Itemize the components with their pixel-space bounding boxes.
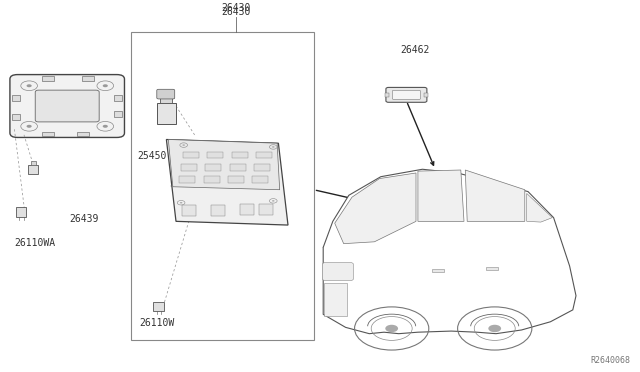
Text: R2640068: R2640068: [590, 356, 630, 365]
Bar: [211, 205, 225, 216]
Bar: [31, 161, 36, 165]
Polygon shape: [168, 140, 280, 190]
FancyBboxPatch shape: [157, 89, 175, 99]
Bar: [114, 111, 122, 117]
Text: 25450: 25450: [138, 151, 167, 161]
Bar: [179, 176, 195, 183]
Bar: [385, 93, 389, 97]
Circle shape: [182, 144, 185, 146]
Text: 26462: 26462: [400, 45, 429, 55]
Polygon shape: [465, 170, 525, 221]
Bar: [254, 164, 270, 171]
Polygon shape: [323, 169, 576, 334]
Bar: [230, 164, 246, 171]
Bar: [432, 269, 444, 272]
Bar: [183, 152, 199, 158]
Bar: [182, 205, 196, 216]
FancyBboxPatch shape: [10, 75, 124, 137]
Circle shape: [27, 125, 31, 128]
Bar: [153, 302, 164, 311]
FancyBboxPatch shape: [35, 90, 99, 122]
Circle shape: [102, 125, 108, 128]
Text: 26110WA: 26110WA: [14, 238, 55, 248]
Circle shape: [488, 325, 501, 332]
Polygon shape: [527, 193, 552, 222]
Bar: [256, 152, 272, 158]
FancyBboxPatch shape: [386, 87, 427, 102]
Circle shape: [272, 200, 275, 202]
Bar: [131, 32, 314, 340]
Bar: [82, 76, 93, 80]
Text: 26430: 26430: [221, 7, 250, 17]
Bar: [12, 95, 20, 101]
FancyBboxPatch shape: [392, 90, 420, 99]
Bar: [160, 95, 172, 103]
Bar: [12, 114, 20, 119]
Bar: [232, 152, 248, 158]
Bar: [204, 176, 220, 183]
Polygon shape: [166, 140, 288, 225]
Circle shape: [180, 202, 182, 203]
Bar: [424, 93, 428, 97]
Bar: [181, 164, 197, 171]
Polygon shape: [418, 170, 464, 221]
Bar: [205, 164, 221, 171]
Circle shape: [102, 84, 108, 87]
Text: 26110W: 26110W: [140, 318, 175, 328]
Circle shape: [385, 325, 398, 332]
Bar: [486, 267, 498, 270]
Text: 26430: 26430: [221, 3, 250, 13]
Bar: [28, 165, 38, 174]
Polygon shape: [335, 173, 416, 244]
Bar: [77, 131, 88, 136]
Text: 26439: 26439: [69, 214, 99, 224]
Bar: [114, 95, 122, 101]
Bar: [42, 76, 54, 80]
Bar: [157, 103, 176, 124]
Circle shape: [272, 146, 275, 148]
Bar: [240, 204, 254, 215]
Bar: [16, 207, 26, 217]
Bar: [252, 176, 268, 183]
Bar: [207, 152, 223, 158]
Bar: [324, 283, 347, 316]
Bar: [228, 176, 244, 183]
Bar: [259, 204, 273, 215]
FancyBboxPatch shape: [323, 263, 353, 280]
Bar: [42, 131, 54, 136]
Circle shape: [27, 84, 31, 87]
